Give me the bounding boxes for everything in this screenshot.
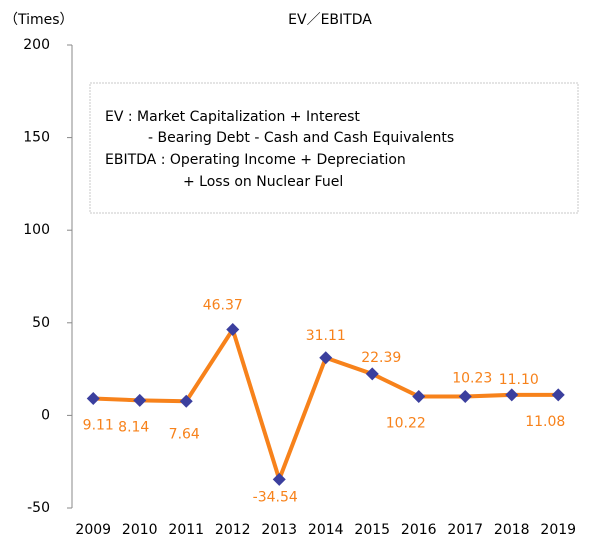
- marker: [458, 389, 472, 403]
- marker: [86, 392, 100, 406]
- x-tick-label: 2016: [401, 522, 437, 538]
- x-tick-label: 2012: [215, 522, 251, 538]
- chart-title: EV／EBITDA: [288, 12, 372, 28]
- x-tick-label: 2018: [494, 522, 530, 538]
- marker: [179, 394, 193, 408]
- data-label: 9.11: [83, 418, 114, 434]
- x-tick-label: 2019: [540, 522, 576, 538]
- annotation: EBITDA : Operating Income + Depreciation: [105, 152, 406, 168]
- marker: [412, 389, 426, 403]
- y-tick-label: 200: [23, 37, 50, 53]
- annotation-box: [89, 82, 579, 214]
- data-label: 10.22: [386, 415, 426, 431]
- data-label: 46.37: [203, 298, 243, 314]
- marker: [551, 388, 565, 402]
- marker: [365, 367, 379, 381]
- x-tick-label: 2013: [261, 522, 297, 538]
- annotation: EV : Market Capitalization + Interest: [105, 109, 360, 125]
- data-label: 10.23: [452, 370, 492, 386]
- annotation: - Bearing Debt - Cash and Cash Equivalen…: [148, 130, 454, 146]
- data-label: 22.39: [361, 350, 401, 366]
- x-tick-label: 2015: [354, 522, 390, 538]
- x-tick-label: 2014: [308, 522, 344, 538]
- marker: [505, 388, 519, 402]
- data-label: 8.14: [118, 419, 149, 435]
- x-tick-label: 2010: [122, 522, 158, 538]
- x-tick-label: 2011: [168, 522, 204, 538]
- y-tick-label: 100: [23, 222, 50, 238]
- data-label: 11.08: [525, 414, 565, 430]
- data-label: 31.11: [306, 328, 346, 344]
- y-tick-label: -50: [27, 500, 50, 516]
- marker: [226, 323, 240, 337]
- marker: [272, 472, 286, 486]
- y-axis-label: （Times）: [4, 12, 74, 28]
- y-tick-label: 0: [41, 407, 50, 423]
- y-tick-label: 50: [32, 315, 50, 331]
- data-label: 11.10: [499, 372, 539, 388]
- data-label: 7.64: [169, 426, 200, 442]
- x-tick-label: 2009: [75, 522, 111, 538]
- marker: [133, 393, 147, 407]
- data-label: -34.54: [253, 489, 298, 505]
- y-tick-label: 150: [23, 130, 50, 146]
- marker: [319, 351, 333, 365]
- x-tick-label: 2017: [447, 522, 483, 538]
- annotation: + Loss on Nuclear Fuel: [183, 174, 343, 190]
